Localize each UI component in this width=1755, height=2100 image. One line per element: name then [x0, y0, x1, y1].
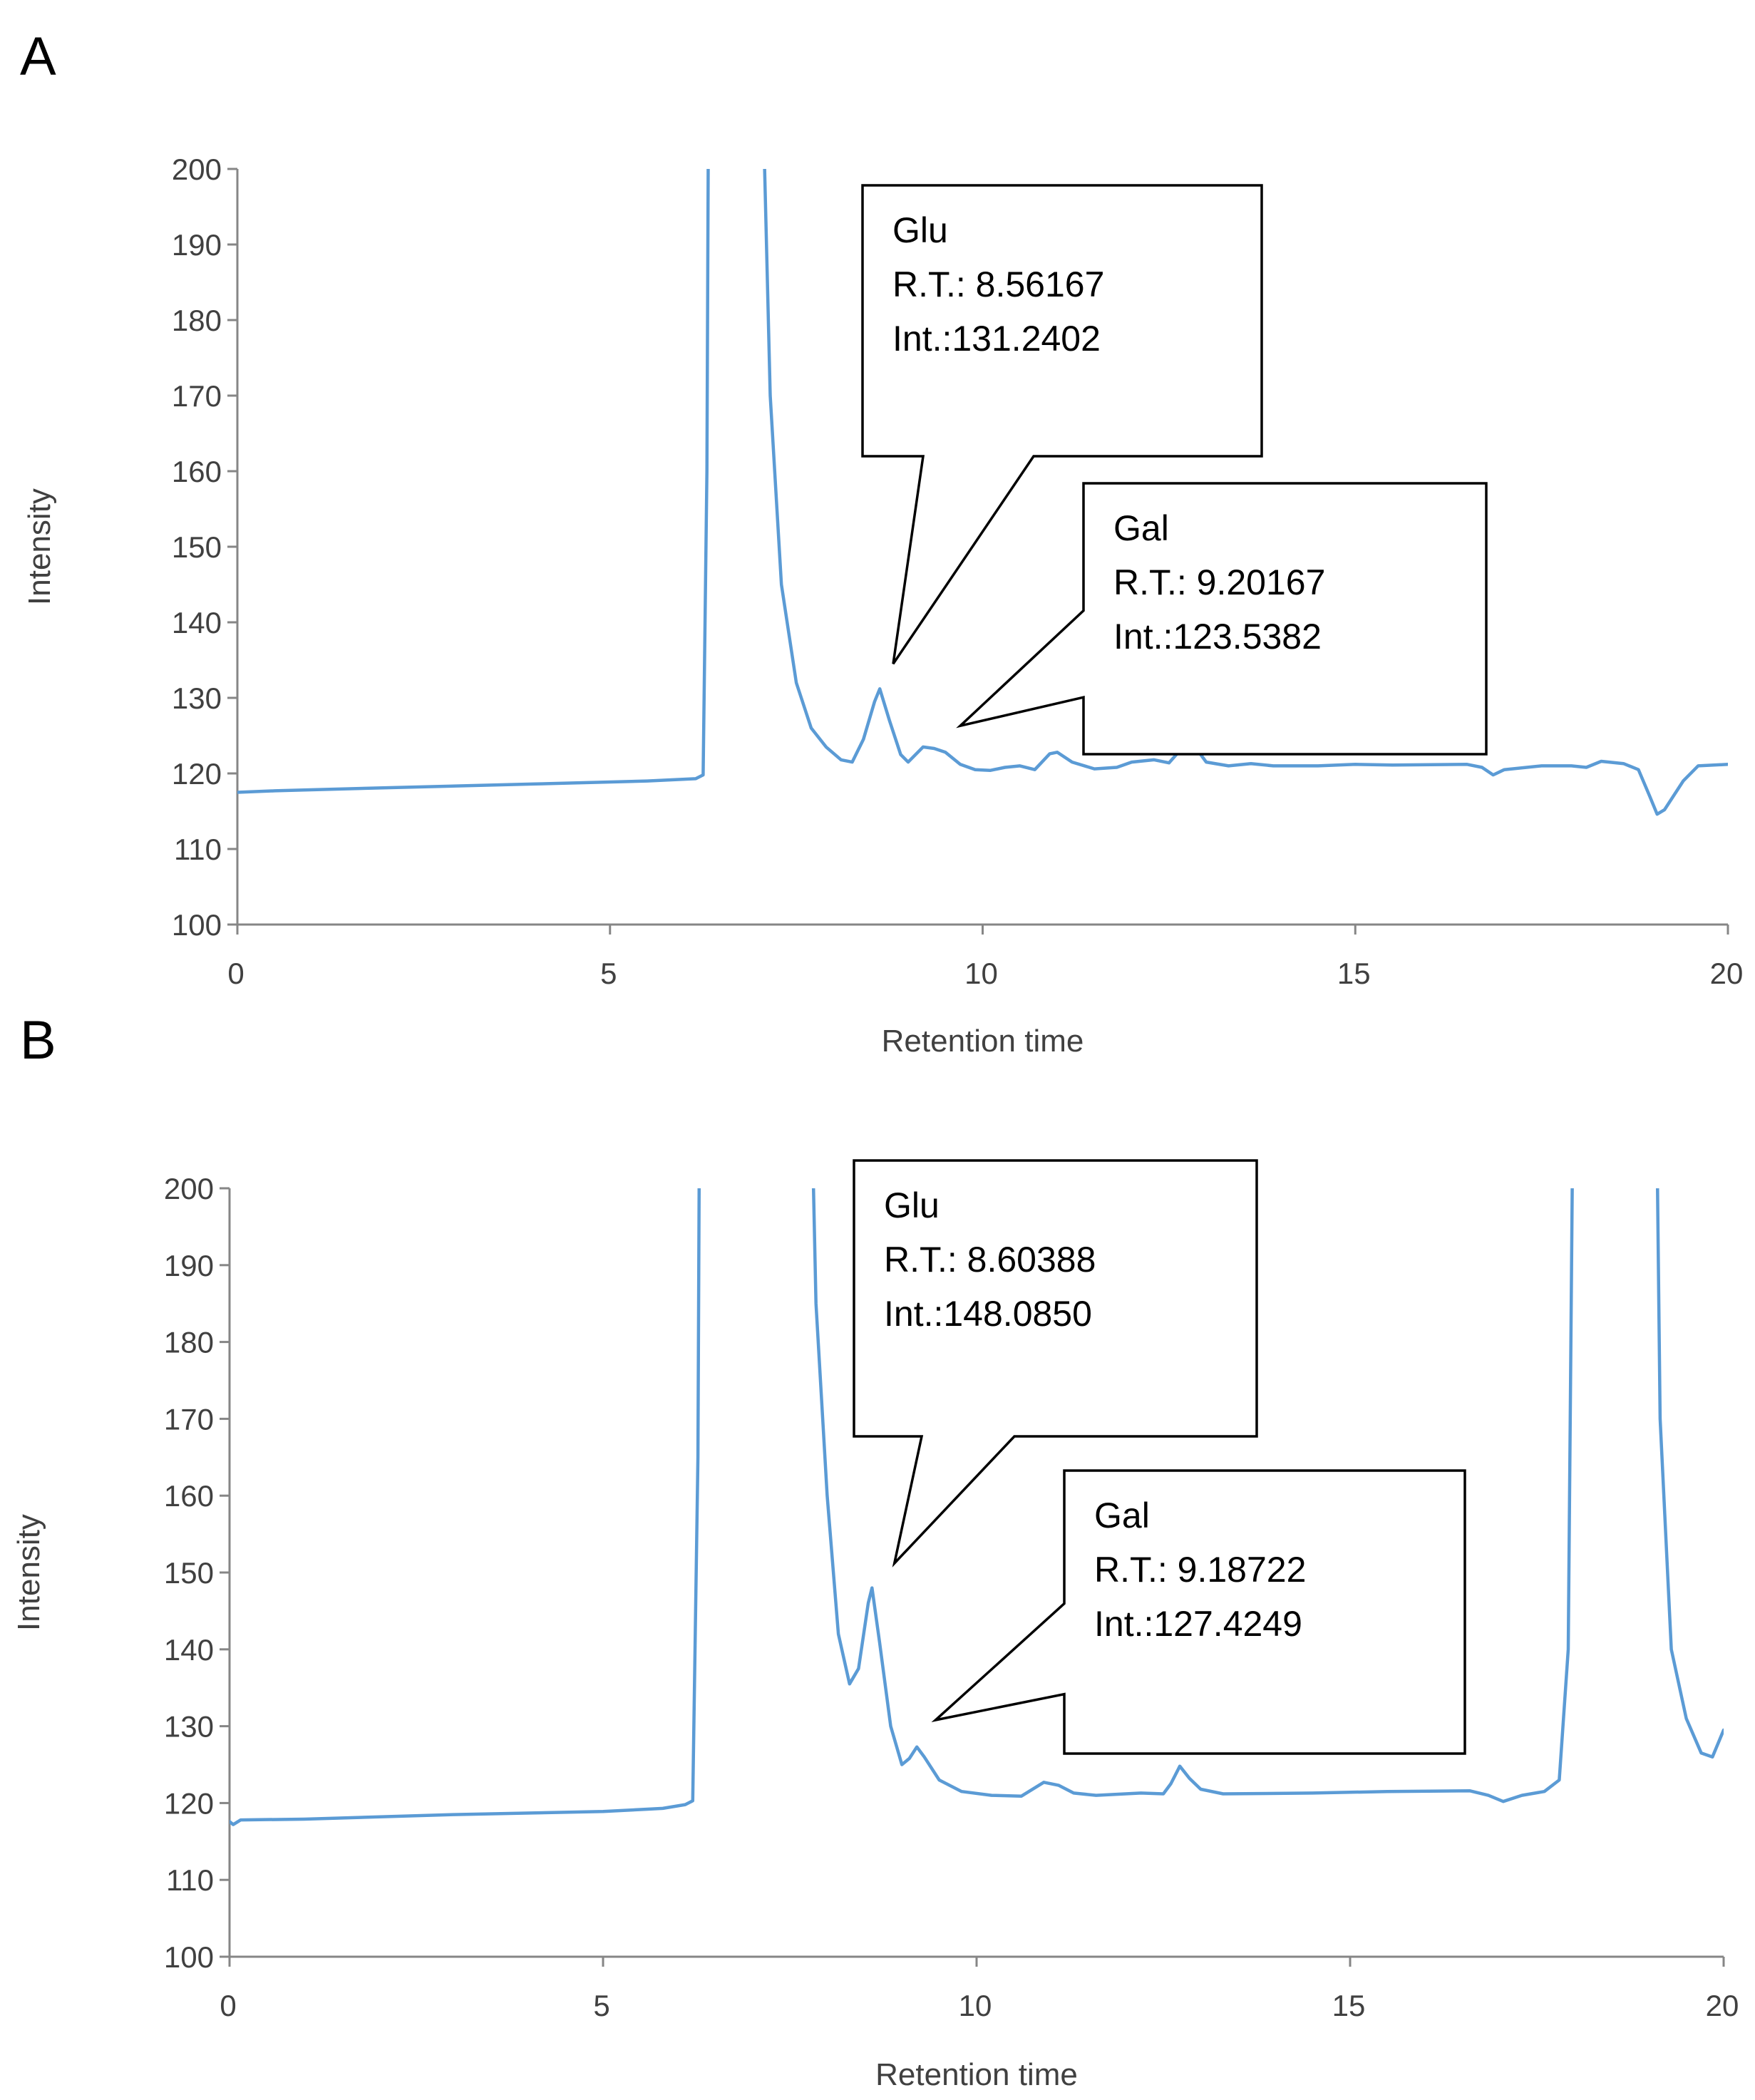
callout-box [853, 1159, 1258, 1568]
y-tick-label: 150 [172, 530, 222, 564]
callout-text-line: R.T.: 9.20167 [1113, 562, 1325, 602]
y-tick-label: 190 [164, 1249, 214, 1282]
x-tick-label: 15 [1337, 957, 1371, 990]
y-tick-label: 100 [164, 1940, 214, 1974]
x-tick-label: 0 [227, 957, 244, 990]
x-tick-label: 15 [1332, 1989, 1366, 2022]
y-tick-label: 150 [164, 1556, 214, 1590]
callout-box [931, 1469, 1466, 1755]
x-tick-label: 20 [1706, 1989, 1739, 2022]
y-axis-title: Intensity [11, 1514, 46, 1631]
y-tick-label: 200 [172, 153, 222, 186]
x-tick-label: 20 [1710, 957, 1744, 990]
callout-text-line: R.T.: 8.60388 [884, 1240, 1096, 1280]
panel-label: A [20, 26, 56, 87]
y-tick-label: 200 [164, 1172, 214, 1205]
callout-text-line: R.T.: 9.18722 [1094, 1550, 1306, 1590]
callout-text-line: Int.:127.4249 [1094, 1604, 1302, 1644]
callout-text-line: Gal [1094, 1496, 1150, 1535]
callout-text-line: R.T.: 8.56167 [892, 264, 1104, 304]
callout-text-line: Int.:131.2402 [892, 319, 1101, 359]
y-tick-label: 140 [164, 1633, 214, 1667]
chart-panel-b: B 100 110 120 130 140 150 160 170 180 190 200 0 5 10 15… [11, 1010, 1739, 2092]
callout-box [861, 184, 1263, 665]
x-tick-label: 5 [600, 957, 617, 990]
y-tick-label: 110 [174, 833, 222, 866]
y-tick-label: 170 [172, 379, 222, 413]
y-tick-label: 120 [172, 757, 222, 791]
y-tick-label: 120 [164, 1786, 214, 1820]
y-axis-title: Intensity [22, 488, 57, 605]
x-tick-label: 5 [593, 1989, 609, 2022]
y-tick-label: 160 [172, 455, 222, 488]
x-axis-title: Retention time [875, 2057, 1078, 2092]
y-tick-label: 100 [172, 908, 222, 942]
y-tick-label: 140 [172, 606, 222, 639]
y-tick-label: 180 [164, 1326, 214, 1359]
panel-label: B [20, 1010, 56, 1071]
callout-text-line: Int.:148.0850 [884, 1294, 1092, 1334]
callout-box [956, 482, 1488, 756]
callout-text-line: Gal [1113, 508, 1169, 548]
x-tick-label: 10 [959, 1989, 992, 2022]
series-line [230, 1188, 1724, 1826]
callout-text-line: Glu [884, 1185, 940, 1225]
callout-text-line: Int.:123.5382 [1113, 617, 1322, 657]
y-tick-label: 180 [172, 304, 222, 337]
y-tick-label: 170 [164, 1402, 214, 1436]
callout-text-line: Glu [892, 210, 948, 250]
x-tick-label: 0 [220, 1989, 236, 2022]
y-tick-label: 190 [172, 228, 222, 262]
y-tick-label: 130 [172, 681, 222, 715]
y-tick-label: 110 [166, 1863, 214, 1897]
series-line [237, 169, 1728, 816]
chart-panel-a: A 100 110 120 130 140 150 160 170 180 190 200 0 5 10 15… [20, 26, 1744, 1059]
y-tick-label: 160 [164, 1479, 214, 1513]
x-tick-label: 10 [964, 957, 998, 990]
x-axis-title: Retention time [882, 1024, 1084, 1059]
y-tick-label: 130 [164, 1710, 214, 1744]
